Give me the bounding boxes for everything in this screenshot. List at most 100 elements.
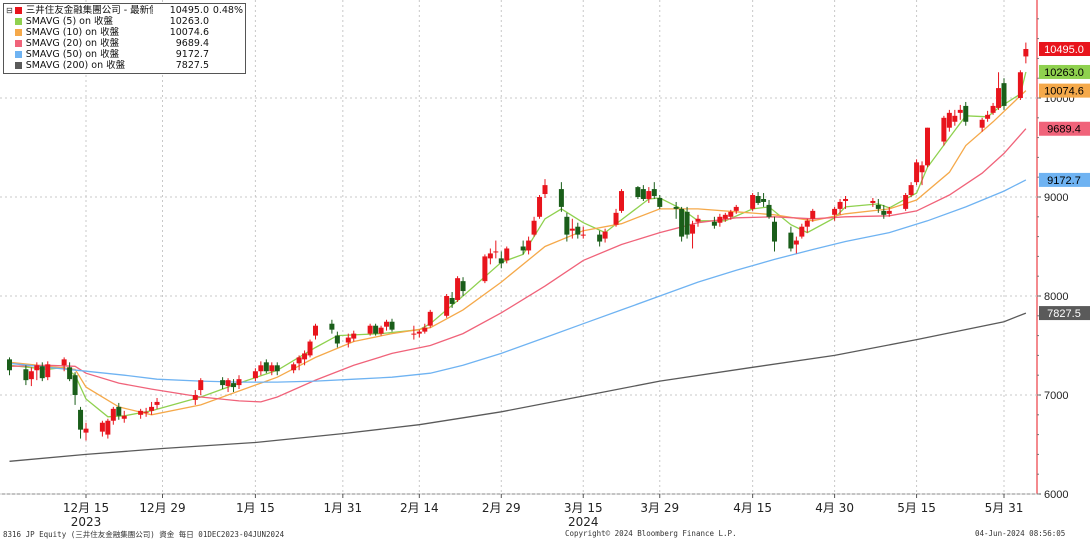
candle-body [416,331,422,334]
candle-body [61,359,67,366]
sma-line-1 [9,90,1027,416]
last-value-tag [1039,172,1090,187]
candle-body [569,228,575,231]
last-value-tag [1039,41,1090,56]
candle-body [690,224,696,234]
candle-body [252,371,258,379]
candle-body [870,200,876,203]
candle-body [558,189,564,207]
candle-body [810,210,816,219]
candle-body [72,375,78,395]
candle-body [837,201,843,209]
candle-body [67,367,73,380]
candle-body [766,204,772,217]
candle-body [296,357,302,364]
candle-body [1023,48,1029,57]
candle-body [307,341,313,356]
candle-body [373,325,379,334]
candle-body [1017,72,1023,98]
candle-body [291,364,297,371]
candle-body [717,216,723,223]
x-tick-label: 4月 30 [815,501,854,515]
candle-body [39,366,45,379]
last-value-tag [1039,121,1090,136]
candle-body [881,210,887,215]
candle-body [389,321,395,330]
candle-body [695,218,701,222]
last-value-tag [1039,306,1090,321]
legend-change: 0.48% [212,5,243,16]
candle-body [105,420,111,435]
candle-body [236,379,242,386]
candle-body [302,353,308,360]
candle-body [7,359,12,371]
sma-line-0 [9,71,1027,418]
candle-body [946,112,952,128]
candle-body [378,327,384,334]
last-value-label: 10074.6 [1044,86,1084,98]
legend-row-sma5: ⊟ SMAVG (5) on 收盤 10263.0 [6,16,243,27]
candle-body [482,256,488,282]
candle-body [542,185,548,195]
last-value-label: 7827.5 [1047,308,1081,320]
candle-body [78,409,84,430]
candle-body [602,231,608,239]
candle-body [427,311,433,326]
candle-body [996,88,1002,108]
candle-body [143,411,149,413]
candle-body [455,278,461,300]
last-value-label: 9689.4 [1047,124,1081,136]
candle-body [121,415,127,419]
candle-body [537,197,543,217]
candle-body [619,191,624,211]
candle-body [192,395,198,400]
candle-body [526,240,532,251]
legend-swatch [14,51,22,58]
candle-body [761,198,767,202]
legend-row-sma50: ⊟ SMAVG (50) on 收盤 9172.7 [6,49,243,60]
candle-body [679,208,685,237]
candle-body [952,115,958,122]
y-tick-label: 8000 [1044,291,1068,303]
collapse-icon[interactable]: ⊟ [6,6,13,15]
candle-body [422,327,428,332]
last-value-label: 9172.7 [1047,175,1081,187]
legend-name: SMAVG (5) on 收盤 [25,16,114,27]
candle-body [657,197,663,207]
legend-row-sma200: ⊟ SMAVG (200) on 收盤 7827.5 [6,60,243,71]
candle-body [274,365,280,372]
candle-body [914,162,920,183]
candle-body [449,297,455,304]
legend-name: SMAVG (10) on 收盤 [25,27,120,38]
legend-name: SMAVG (50) on 收盤 [25,49,120,60]
last-value-label: 10495.0 [1044,44,1084,56]
candle-body [941,117,947,142]
candle-body [646,191,652,199]
candle-body [903,195,909,209]
legend-value: 10074.6 [169,27,209,38]
candle-body [411,333,417,335]
candle-body [1001,83,1007,106]
legend-value: 9172.7 [175,49,209,60]
candle-body [925,127,930,166]
candle-body [351,333,357,339]
candle-body [269,365,275,372]
candle-body [384,321,390,327]
candle-body [613,212,619,225]
candle-body [832,208,838,215]
footer-copyright: Copyright© 2024 Bloomberg Finance L.P. [565,529,737,538]
legend-name: 三井住友金融集團公司 - 最新價 [25,5,153,16]
candle-body [919,165,925,173]
candle-body [531,220,537,235]
candle-body [886,210,892,214]
candle-body [711,221,717,226]
y-tick-label: 7000 [1044,390,1068,402]
candle-body [575,226,581,235]
x-tick-label: 1月 15 [236,501,275,515]
legend-swatch [14,40,22,47]
candle-body [728,211,734,217]
candle-body [733,206,739,211]
candle-body [755,196,761,203]
candle-body [231,383,237,388]
legend-row-price: ⊟ 三井住友金融集團公司 - 最新價 10495.0 0.48% [6,5,243,16]
